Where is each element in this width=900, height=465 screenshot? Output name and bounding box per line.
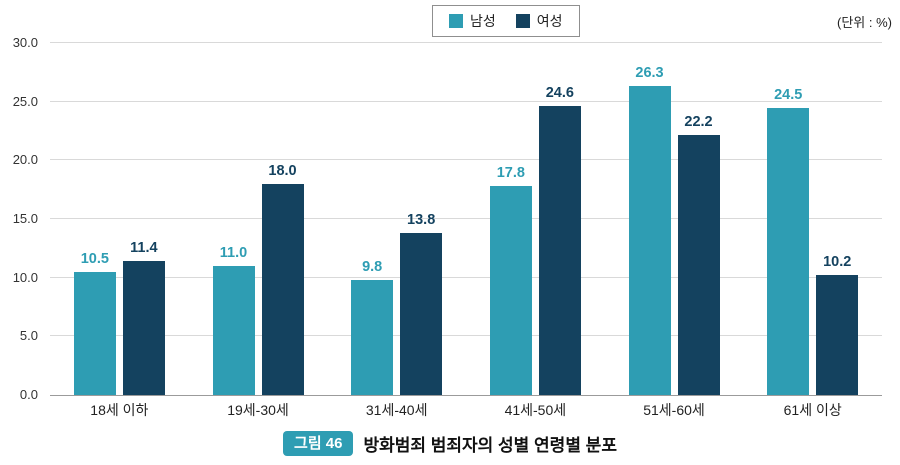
bar-male: 10.5 (73, 251, 116, 395)
bar-group: 26.3 22.2 (605, 43, 744, 395)
y-axis: 0.0 5.0 10.0 15.0 20.0 25.0 30.0 (0, 36, 42, 402)
bar-value-label: 10.5 (80, 250, 109, 267)
y-tick-label: 15.0 (12, 211, 38, 226)
bar-value-label: 9.8 (362, 259, 383, 276)
y-tick-label: 10.0 (12, 269, 38, 285)
gridline (50, 42, 882, 43)
gridline (50, 276, 882, 278)
bar-value-label: 24.5 (774, 86, 803, 103)
y-tick-label: 5.0 (19, 328, 38, 344)
legend-item-female: 여성 (515, 11, 563, 31)
bar-value-label: 11.4 (130, 240, 158, 257)
bar-female: 11.4 (122, 240, 165, 395)
x-category-label: 51세-60세 (643, 402, 705, 418)
bar-value-label: 18.0 (268, 162, 297, 179)
gridline (50, 335, 882, 337)
gridline (50, 159, 882, 161)
legend: 남성 여성 (432, 5, 580, 37)
x-category-label: 18세 이하 (90, 402, 149, 418)
bar-groups: 10.5 11.4 11.0 18.0 9.8 13.8 17.8 24.6 26.3 22.2 2… (50, 43, 882, 395)
bar-female: 18.0 (261, 163, 304, 395)
legend-swatch-female (515, 14, 530, 28)
gridline (50, 100, 882, 102)
bar-group: 11.0 18.0 (189, 43, 328, 395)
legend-item-male: 남성 (449, 11, 496, 31)
bar-value-label: 26.3 (635, 65, 664, 82)
bar-male: 9.8 (351, 259, 394, 395)
bar-male: 11.0 (212, 245, 255, 395)
bar-female: 13.8 (400, 212, 443, 395)
unit-label: (단위 : %) (837, 15, 892, 30)
bar-male: 17.8 (489, 165, 532, 395)
x-category-label: 19세-30세 (227, 402, 289, 418)
bar-value-label: 13.8 (407, 212, 436, 229)
bar-female: 24.6 (538, 85, 581, 395)
bar-female: 22.2 (677, 114, 720, 395)
y-tick-label: 30.0 (12, 35, 38, 50)
plot-area: 10.5 11.4 11.0 18.0 9.8 13.8 17.8 24.6 26.3 22.2 2… (50, 42, 882, 396)
x-category-label: 61세 이상 (783, 402, 842, 418)
bar-value-label: 10.2 (823, 254, 852, 271)
legend-label: 남성 (470, 13, 496, 29)
bar-group: 17.8 24.6 (466, 43, 605, 395)
caption: 그림 46 방화범죄 범죄자의 성별 연령별 분포 (0, 431, 900, 456)
bar-value-label: 22.2 (684, 113, 713, 130)
bar-group: 9.8 13.8 (327, 43, 466, 395)
bar-value-label: 11.0 (219, 244, 248, 261)
y-tick-label: 20.0 (12, 152, 38, 168)
y-tick-label: 25.0 (12, 93, 38, 109)
bar-female: 10.2 (816, 254, 859, 395)
caption-badge: 그림 46 (283, 431, 354, 456)
bar-value-label: 24.6 (545, 85, 574, 102)
legend-swatch-male (449, 14, 463, 28)
gridline (50, 218, 882, 219)
bar-group: 10.5 11.4 (50, 43, 189, 395)
bar-male: 24.5 (767, 87, 810, 395)
bar-group: 24.5 10.2 (743, 43, 882, 395)
bar-male: 26.3 (628, 65, 671, 395)
x-category-label: 41세-50세 (504, 402, 567, 418)
bar-value-label: 17.8 (496, 165, 525, 182)
x-labels: 18세 이하 19세-30세 31세-40세 41세-50세 51세-60세 61세 이상 (50, 400, 882, 420)
y-tick-label: 0.0 (19, 387, 38, 402)
x-category-label: 31세-40세 (365, 402, 428, 418)
caption-title: 방화범죄 범죄자의 성별 연령별 분포 (363, 436, 617, 455)
legend-label: 여성 (536, 13, 563, 29)
